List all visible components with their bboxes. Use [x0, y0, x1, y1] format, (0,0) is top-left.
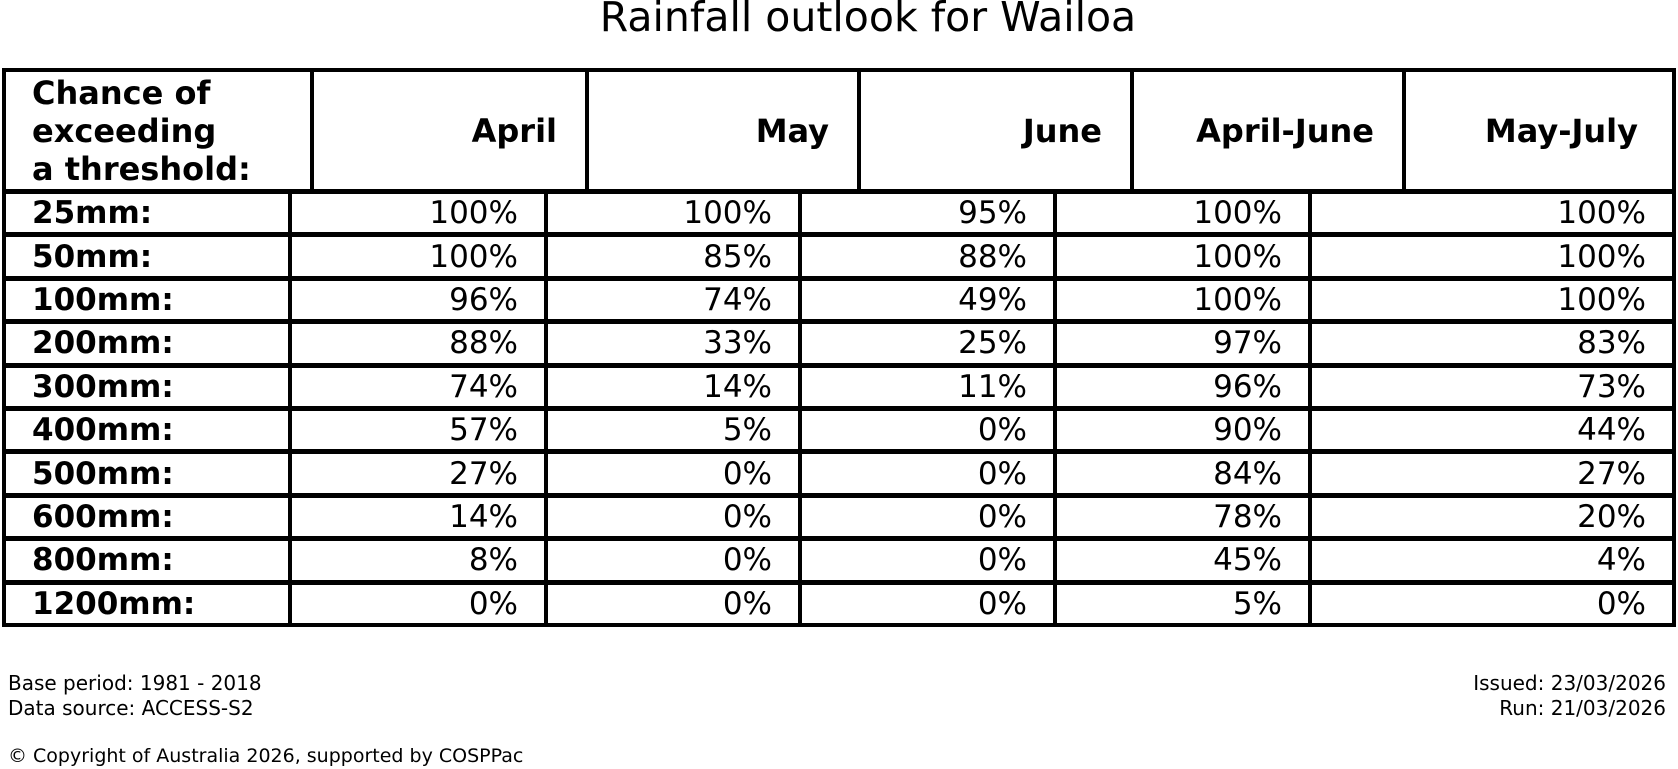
- run-date-text: Run: 21/03/2026: [1499, 696, 1666, 720]
- cell-value: 0%: [802, 497, 1057, 537]
- cell-value: 0%: [548, 541, 802, 580]
- cell-value: 0%: [548, 584, 802, 624]
- table-row-50mm: 50mm: 100% 85% 88% 100% 100%: [6, 237, 1672, 281]
- cell-value: 44%: [1577, 412, 1646, 449]
- row-label: 50mm:: [6, 237, 292, 276]
- corner-header-text: Chance of exceeding a threshold:: [32, 73, 251, 188]
- row-label: 100mm:: [6, 280, 292, 320]
- cell-value: 11%: [802, 367, 1057, 407]
- column-header-april: April: [314, 72, 589, 189]
- footer-right: Issued: 23/03/2026 Run: 21/03/2026: [1473, 671, 1666, 721]
- cell-value: 0%: [802, 454, 1057, 493]
- cell-value: 74%: [292, 367, 548, 407]
- cell-value: 14%: [548, 367, 802, 407]
- corner-header-cell: Chance of exceeding a threshold:: [6, 72, 314, 189]
- row-label: 500mm:: [6, 454, 292, 493]
- table-row-200mm: 200mm: 88% 33% 25% 97% 83%: [6, 324, 1672, 368]
- cell-value: 100%: [1557, 282, 1646, 319]
- issued-date-text: Issued: 23/03/2026: [1473, 671, 1666, 695]
- cell-value: 83%: [1577, 325, 1646, 362]
- cell-value: 100%: [1057, 237, 1312, 276]
- column-header-june: June: [861, 72, 1134, 189]
- cell-value: 0%: [548, 454, 802, 493]
- cell-value: 90%: [1057, 411, 1312, 450]
- cell-value: 57%: [292, 411, 548, 450]
- data-source-text: Data source: ACCESS-S2: [8, 696, 254, 720]
- cell-value: 95%: [802, 194, 1057, 233]
- cell-value: 100%: [292, 194, 548, 233]
- cell-value: 45%: [1057, 541, 1312, 580]
- cell-value: 96%: [292, 280, 548, 320]
- cell-value: 100%: [548, 194, 802, 233]
- cell-value: 96%: [1057, 367, 1312, 407]
- cell-value: 4%: [1596, 542, 1646, 579]
- table-row-400mm: 400mm: 57% 5% 0% 90% 44%: [6, 411, 1672, 455]
- cell-value: 73%: [1577, 368, 1646, 405]
- table-row-1200mm: 1200mm: 0% 0% 0% 5% 0%: [6, 584, 1672, 624]
- copyright-text: © Copyright of Australia 2026, supported…: [8, 745, 524, 767]
- cell-value: 97%: [1057, 324, 1312, 363]
- cell-value: 0%: [802, 411, 1057, 450]
- page-title: Rainfall outlook for Wailoa: [599, 0, 1137, 41]
- cell-value: 0%: [548, 497, 802, 537]
- cell-value: 0%: [292, 584, 548, 624]
- cell-value: 33%: [548, 324, 802, 363]
- column-header-april-june: April-June: [1134, 72, 1406, 189]
- row-label: 200mm:: [6, 324, 292, 363]
- cell-value: 8%: [292, 541, 548, 580]
- cell-value: 25%: [802, 324, 1057, 363]
- table-row-100mm: 100mm: 96% 74% 49% 100% 100%: [6, 280, 1672, 325]
- cell-value: 27%: [1577, 455, 1646, 492]
- rainfall-table: Chance of exceeding a threshold: April M…: [2, 68, 1676, 627]
- cell-value: 85%: [548, 237, 802, 276]
- column-header-may: May: [589, 72, 861, 189]
- cell-value: 100%: [1557, 195, 1646, 232]
- cell-value: 0%: [802, 541, 1057, 580]
- cell-value: 100%: [1557, 238, 1646, 275]
- cell-value: 49%: [802, 280, 1057, 320]
- row-label: 600mm:: [6, 497, 292, 537]
- column-header-may-july: May-July: [1484, 111, 1638, 150]
- row-label: 25mm:: [6, 194, 292, 233]
- cell-value: 14%: [292, 497, 548, 537]
- footer-left: Base period: 1981 - 2018 Data source: AC…: [8, 671, 262, 721]
- row-label: 800mm:: [6, 541, 292, 580]
- cell-value: 0%: [802, 584, 1057, 624]
- table-row-500mm: 500mm: 27% 0% 0% 84% 27%: [6, 454, 1672, 498]
- cell-value: 78%: [1057, 497, 1312, 537]
- row-label: 300mm:: [6, 367, 292, 407]
- row-label: 400mm:: [6, 411, 292, 450]
- cell-value: 88%: [292, 324, 548, 363]
- cell-value: 88%: [802, 237, 1057, 276]
- table-row-800mm: 800mm: 8% 0% 0% 45% 4%: [6, 541, 1672, 585]
- cell-value: 84%: [1057, 454, 1312, 493]
- table-row-600mm: 600mm: 14% 0% 0% 78% 20%: [6, 497, 1672, 542]
- base-period-text: Base period: 1981 - 2018: [8, 671, 262, 695]
- cell-value: 74%: [548, 280, 802, 320]
- cell-value: 100%: [1057, 194, 1312, 233]
- cell-value: 27%: [292, 454, 548, 493]
- cell-value: 5%: [548, 411, 802, 450]
- table-row-25mm: 25mm: 100% 100% 95% 100% 100%: [6, 194, 1672, 238]
- table-header-row: Chance of exceeding a threshold: April M…: [6, 72, 1672, 194]
- cell-value: 5%: [1057, 584, 1312, 624]
- cell-value: 20%: [1577, 499, 1646, 536]
- table-row-300mm: 300mm: 74% 14% 11% 96% 73%: [6, 367, 1672, 412]
- cell-value: 100%: [1057, 280, 1312, 320]
- cell-value: 100%: [292, 237, 548, 276]
- cell-value: 0%: [1596, 585, 1646, 622]
- table-body: 25mm: 100% 100% 95% 100% 100% 50mm: 100%…: [6, 194, 1672, 624]
- row-label: 1200mm:: [6, 584, 292, 624]
